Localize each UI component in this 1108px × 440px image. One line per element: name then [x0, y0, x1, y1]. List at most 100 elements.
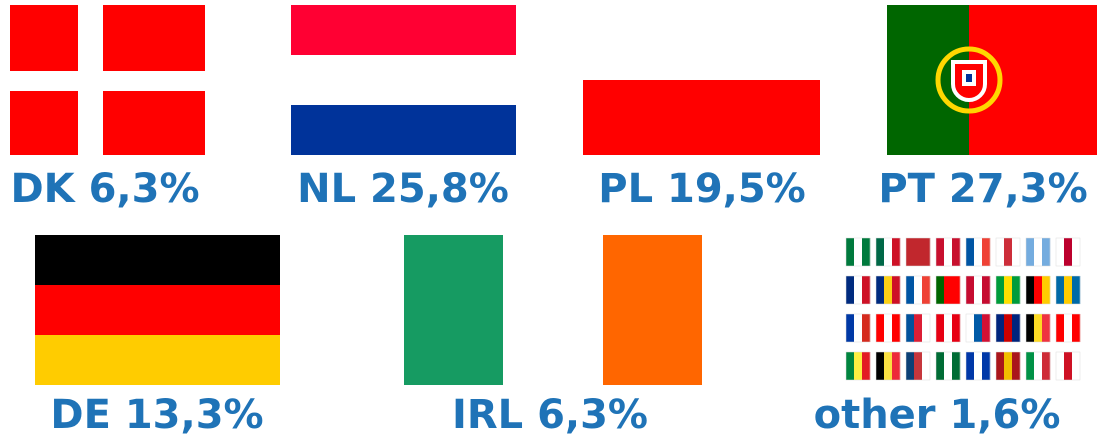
mini-flag: [914, 352, 923, 380]
mini-flag: [1034, 352, 1043, 380]
mini-flag-border: [935, 313, 961, 343]
mini-flag: [996, 238, 1005, 266]
mini-flag-border: [875, 351, 901, 381]
flag-pt: [887, 5, 1097, 155]
label: DE 13,3%: [50, 392, 263, 438]
mini-flag: [936, 276, 945, 304]
mini-flag-border: [845, 351, 871, 381]
mini-flag: [1056, 276, 1065, 304]
flag-pl: [583, 80, 820, 155]
label: IRL 6,3%: [452, 392, 648, 438]
mini-flag: [862, 352, 871, 380]
mini-flag: [982, 314, 991, 342]
mini-flag-border: [965, 275, 991, 305]
mini-flag: [952, 314, 961, 342]
mini-flag-border: [1025, 351, 1051, 381]
mini-flag-border: [995, 313, 1021, 343]
mini-flag: [996, 314, 1005, 342]
mini-flag: [862, 238, 871, 266]
mini-flag: [1034, 238, 1043, 266]
mini-flag: [996, 352, 1005, 380]
mini-flag: [922, 276, 931, 304]
mini-flag-border: [995, 237, 1021, 267]
mini-flag: [944, 276, 953, 304]
mini-flag: [944, 314, 953, 342]
flag-collage: [845, 237, 1081, 381]
mini-flag: [1064, 352, 1073, 380]
mini-flag-border: [935, 351, 961, 381]
mini-flag: [1034, 276, 1043, 304]
mini-flag-border: [1055, 313, 1081, 343]
mini-flag-border: [935, 275, 961, 305]
label: other 1,6%: [814, 392, 1061, 438]
mini-flag: [862, 276, 871, 304]
mini-flag: [906, 276, 915, 304]
mini-flag: [884, 314, 893, 342]
mini-flag: [966, 276, 975, 304]
mini-flag: [952, 238, 961, 266]
mini-flag: [892, 352, 901, 380]
mini-flag: [1042, 238, 1051, 266]
mini-flag: [906, 352, 915, 380]
mini-flag-border: [1025, 275, 1051, 305]
mini-flag: [1012, 276, 1021, 304]
mini-flag-border: [1055, 351, 1081, 381]
mini-flag: [1004, 352, 1013, 380]
mini-flag-border: [905, 351, 931, 381]
mini-flag: [922, 314, 931, 342]
mini-flag-border: [965, 351, 991, 381]
mini-flag: [846, 352, 855, 380]
label: DK 6,3%: [10, 166, 199, 212]
mini-flag-border: [845, 275, 871, 305]
mini-flag-border: [995, 351, 1021, 381]
mini-flag: [846, 276, 855, 304]
mini-flag: [1064, 238, 1073, 266]
flag-de: [35, 235, 280, 385]
mini-flag: [936, 314, 945, 342]
mini-flag-border: [905, 313, 931, 343]
mini-flag: [1056, 352, 1065, 380]
mini-flag: [996, 276, 1005, 304]
mini-flag: [1026, 238, 1035, 266]
mini-flag: [914, 276, 923, 304]
mini-flag: [876, 314, 885, 342]
mini-flag-border: [875, 237, 901, 267]
mini-flag-border: [905, 275, 931, 305]
mini-flag: [906, 238, 915, 266]
flag-irl: [404, 235, 702, 385]
mini-flag: [982, 352, 991, 380]
mini-flag: [966, 352, 975, 380]
mini-flag: [876, 352, 885, 380]
label: PL 19,5%: [598, 166, 806, 212]
mini-flag: [1056, 314, 1065, 342]
mini-flag: [944, 352, 953, 380]
mini-flag: [914, 314, 923, 342]
mini-flag: [914, 238, 923, 266]
mini-flag-border: [1055, 237, 1081, 267]
mini-flag: [884, 352, 893, 380]
mini-flag: [974, 276, 983, 304]
mini-flag: [974, 314, 983, 342]
mini-flag-border: [1055, 275, 1081, 305]
mini-flag: [1072, 276, 1081, 304]
mini-flag-border: [965, 237, 991, 267]
mini-flag: [854, 238, 863, 266]
mini-flag: [1004, 314, 1013, 342]
label: NL 25,8%: [297, 166, 509, 212]
mini-flag: [1026, 314, 1035, 342]
flag-dk: [10, 5, 205, 155]
mini-flag: [974, 238, 983, 266]
label: PT 27,3%: [878, 166, 1087, 212]
mini-flag: [892, 276, 901, 304]
mini-flag: [966, 238, 975, 266]
mini-flag: [974, 352, 983, 380]
mini-flag: [1026, 352, 1035, 380]
mini-flag: [876, 276, 885, 304]
mini-flag: [1012, 314, 1021, 342]
mini-flag: [1072, 314, 1081, 342]
mini-flag-border: [995, 275, 1021, 305]
mini-flag: [1064, 314, 1073, 342]
mini-flag-border: [845, 313, 871, 343]
mini-flag: [936, 238, 945, 266]
